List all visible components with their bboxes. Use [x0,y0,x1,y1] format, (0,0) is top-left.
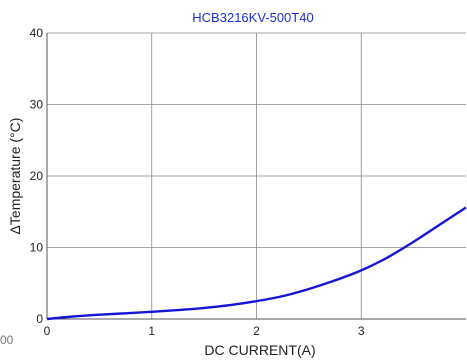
y-tick-label: 0 [36,312,43,326]
x-tick-labels: 0 1 2 3 [44,324,365,338]
x-tick-label: 2 [253,324,260,338]
chart-title: HCB3216KV-500T40 [192,10,313,25]
x-tick-label: 1 [148,324,155,338]
x-tick-label: 3 [358,324,365,338]
y-axis-title: ΔTemperature (°C) [7,118,23,235]
y-tick-labels: 0 10 20 30 40 [30,26,44,326]
y-tick-label: 10 [30,241,44,255]
grid [47,32,466,319]
series-group [46,206,467,321]
x-tick-label: 0 [44,324,51,338]
y-tick-label: 20 [30,169,44,183]
x-axis-title: DC CURRENT(A) [204,342,315,358]
y-tick-label: 40 [30,26,44,40]
y-tick-label: 30 [30,98,44,112]
cropped-edge-label: 00 [0,333,14,347]
plot-frame [46,33,466,320]
series-line [46,206,467,321]
